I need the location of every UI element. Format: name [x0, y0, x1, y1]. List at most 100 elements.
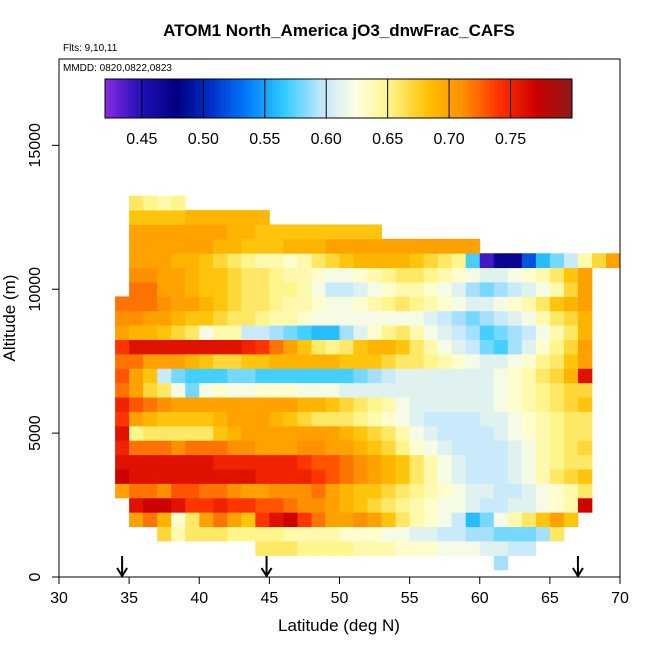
heatmap-cell	[213, 425, 228, 441]
heatmap-cell	[339, 512, 354, 528]
colorbar-segment	[163, 79, 168, 118]
heatmap-cell	[339, 497, 354, 513]
heatmap-cell	[451, 353, 467, 369]
heatmap-cell	[339, 368, 354, 384]
heatmap-cell	[297, 541, 312, 556]
heatmap-cell	[535, 411, 551, 427]
heatmap-cell	[241, 353, 256, 369]
heatmap-cell	[353, 425, 368, 441]
heatmap-cell	[143, 454, 158, 470]
heatmap-cell	[563, 339, 579, 355]
colorbar-tick-label: 0.75	[495, 131, 526, 148]
heatmap-cell	[297, 382, 312, 398]
colorbar-segment	[392, 79, 398, 118]
heatmap-cell	[423, 469, 439, 484]
heatmap-cell	[521, 425, 537, 441]
colorbar-segment	[229, 79, 234, 118]
heatmap-cell	[255, 310, 270, 326]
colorbar-segment	[206, 79, 211, 118]
heatmap-cell	[213, 282, 228, 297]
heatmap-cell	[353, 440, 368, 456]
heatmap-cell	[185, 526, 200, 542]
heatmap-cell	[241, 382, 256, 398]
heatmap-cell	[339, 238, 354, 254]
x-tick-label: 35	[120, 590, 138, 607]
heatmap-cell	[297, 267, 312, 283]
heatmap-cell	[451, 282, 467, 297]
heatmap-cell	[395, 397, 411, 412]
colorbar-segment	[280, 79, 285, 118]
heatmap-cell	[283, 397, 298, 412]
heatmap-cell	[157, 512, 172, 528]
colorbar-segment	[494, 79, 499, 118]
colorbar-segment	[237, 79, 242, 118]
heatmap-cell	[255, 411, 270, 427]
heatmap-cell	[129, 425, 144, 441]
colorbar-segment	[459, 79, 464, 118]
heatmap-cell	[185, 253, 200, 269]
colorbar-segment	[505, 79, 511, 118]
heatmap-cell	[311, 325, 326, 340]
heatmap-cell	[521, 353, 537, 369]
heatmap-cell	[297, 339, 312, 355]
heatmap-cell	[199, 310, 214, 326]
heatmap-cell	[297, 253, 312, 269]
heatmap-cell	[549, 512, 565, 528]
colorbar-segment	[252, 79, 258, 118]
heatmap-cell	[493, 512, 509, 528]
heatmap-cell	[129, 224, 144, 240]
heatmap-cell	[213, 238, 228, 254]
heatmap-cell	[339, 296, 354, 312]
heatmap-cell	[493, 526, 509, 542]
heatmap-cell	[563, 483, 579, 499]
heatmap-cell	[129, 310, 144, 326]
heatmap-cell	[353, 325, 368, 340]
x-tick-label: 30	[50, 590, 68, 607]
heatmap-cell	[479, 541, 495, 556]
heatmap-cell	[185, 440, 200, 456]
heatmap-cell	[129, 253, 144, 269]
heatmap-cell	[297, 411, 312, 427]
heatmap-cell	[549, 483, 565, 499]
heatmap-cell	[339, 411, 354, 427]
heatmap-cell	[157, 296, 172, 312]
heatmap-cell	[535, 368, 551, 384]
heatmap-cell	[451, 238, 467, 254]
colorbar-segment	[112, 79, 118, 118]
heatmap-cell	[297, 282, 312, 297]
heatmap-cell	[185, 382, 200, 398]
heatmap-cell	[283, 541, 298, 556]
heatmap-cell	[283, 339, 298, 355]
heatmap-cell	[493, 296, 509, 312]
heatmap-cell	[409, 440, 425, 456]
heatmap-cell	[493, 397, 509, 412]
heatmap-cell	[311, 526, 326, 542]
heatmap-cell	[395, 267, 411, 283]
heatmap-cell	[255, 425, 270, 441]
heatmap-cell	[227, 526, 242, 542]
heatmap-cell	[423, 296, 439, 312]
colorbar-segment	[178, 79, 184, 118]
heatmap-cell	[269, 526, 284, 542]
heatmap-cell	[451, 382, 467, 398]
heatmap-cell	[423, 440, 439, 456]
heatmap-cell	[325, 368, 340, 384]
heatmap-cell	[241, 483, 256, 499]
heatmap-cell	[143, 512, 158, 528]
heatmap-cell	[269, 483, 284, 499]
heatmap-cell	[395, 469, 411, 484]
heatmap-cell	[507, 411, 523, 427]
heatmap-cell	[283, 454, 298, 470]
heatmap-cell	[479, 411, 495, 427]
heatmap-cell	[325, 253, 340, 269]
y-tick-label: 0	[27, 572, 44, 581]
heatmap-cell	[563, 368, 579, 384]
heatmap-cell	[451, 425, 467, 441]
heatmap-cell	[115, 411, 130, 427]
heatmap-cell	[409, 325, 425, 340]
heatmap-cell	[563, 425, 579, 441]
colorbar-segment	[342, 79, 347, 118]
heatmap-cell	[157, 253, 172, 269]
heatmap-cell	[325, 469, 340, 484]
heatmap-cell	[129, 210, 144, 225]
